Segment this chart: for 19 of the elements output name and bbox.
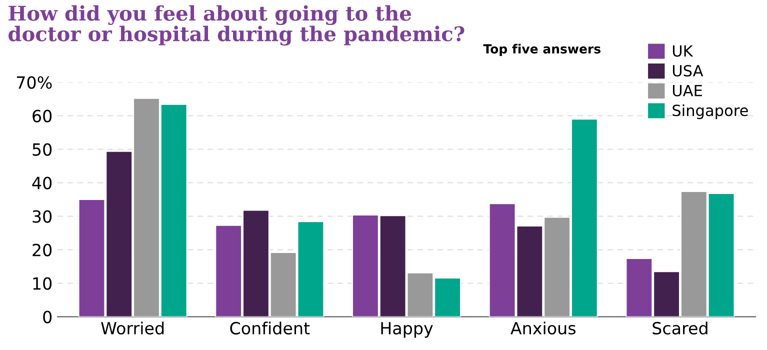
y-tick-label: 0 [43, 310, 52, 324]
y-tick-label: 40 [32, 176, 52, 190]
x-tick-label: Anxious [510, 322, 576, 335]
y-tick-label: 30 [32, 210, 52, 223]
x-tick-label: Happy [381, 322, 433, 338]
y-tick-label: 10 [33, 277, 52, 290]
y-tick-label: 20 [32, 244, 52, 256]
y-tick-label: 50 [32, 143, 52, 156]
y-tick-label: 70% [16, 76, 52, 89]
x-tick-label: Confident [230, 322, 310, 335]
x-tick-label: Worried [101, 322, 164, 335]
x-tick-label: Scared [652, 322, 708, 335]
legend-label: UAE [672, 85, 702, 96]
legend-label: Singapore [672, 104, 748, 120]
chart-subtitle: Top five answers [483, 44, 600, 56]
y-tick-label: 60 [32, 110, 52, 122]
chart-title: How did you feel about going to the doctor or hospital during the pandemic? [8, 5, 464, 46]
legend-label: USA [672, 64, 704, 77]
legend-label: UK [672, 45, 694, 57]
